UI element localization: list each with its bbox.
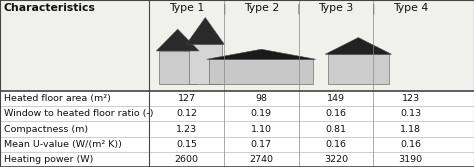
Text: Type 3: Type 3 <box>319 3 354 13</box>
Text: 0.15: 0.15 <box>176 140 197 149</box>
Text: Type 1: Type 1 <box>169 3 204 13</box>
Text: 3220: 3220 <box>324 155 348 164</box>
Text: 2600: 2600 <box>174 155 199 164</box>
Text: 149: 149 <box>327 94 345 103</box>
Text: |: | <box>372 3 375 14</box>
Text: 1.10: 1.10 <box>251 125 272 133</box>
Text: 3190: 3190 <box>399 155 423 164</box>
Text: Window to heated floor ratio (-): Window to heated floor ratio (-) <box>4 109 153 118</box>
Text: |: | <box>222 3 226 14</box>
Text: Type 4: Type 4 <box>393 3 428 13</box>
Bar <box>328 54 389 84</box>
Bar <box>0 0 474 91</box>
Bar <box>0 91 474 167</box>
Text: 1.23: 1.23 <box>176 125 197 133</box>
Bar <box>209 59 313 84</box>
Text: Heated floor area (m²): Heated floor area (m²) <box>4 94 110 103</box>
Text: 123: 123 <box>401 94 419 103</box>
Polygon shape <box>325 38 392 54</box>
Text: |: | <box>297 3 301 14</box>
Text: Heating power (W): Heating power (W) <box>4 155 93 164</box>
Text: 0.81: 0.81 <box>326 125 346 133</box>
Text: 0.16: 0.16 <box>400 140 421 149</box>
Text: Mean U-value (W/(m² K)): Mean U-value (W/(m² K)) <box>4 140 122 149</box>
Bar <box>189 44 222 84</box>
Polygon shape <box>156 29 199 51</box>
Text: 0.12: 0.12 <box>176 109 197 118</box>
Text: 2740: 2740 <box>249 155 273 164</box>
Text: 1.18: 1.18 <box>400 125 421 133</box>
Text: 127: 127 <box>178 94 196 103</box>
Text: 0.17: 0.17 <box>251 140 272 149</box>
Text: 0.13: 0.13 <box>400 109 421 118</box>
Text: 0.16: 0.16 <box>326 109 346 118</box>
Text: 0.19: 0.19 <box>251 109 272 118</box>
Text: 98: 98 <box>255 94 267 103</box>
Bar <box>159 51 197 84</box>
Text: Type 2: Type 2 <box>244 3 279 13</box>
Text: Characteristics: Characteristics <box>4 3 96 13</box>
Polygon shape <box>186 18 224 44</box>
Polygon shape <box>207 49 316 59</box>
Text: Compactness (m): Compactness (m) <box>4 125 88 133</box>
Text: 0.16: 0.16 <box>326 140 346 149</box>
